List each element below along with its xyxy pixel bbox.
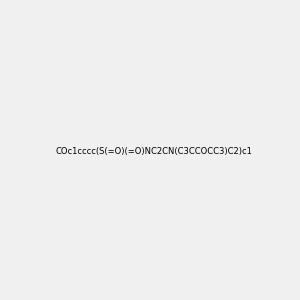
Text: COc1cccc(S(=O)(=O)NC2CN(C3CCOCC3)C2)c1: COc1cccc(S(=O)(=O)NC2CN(C3CCOCC3)C2)c1	[55, 147, 252, 156]
